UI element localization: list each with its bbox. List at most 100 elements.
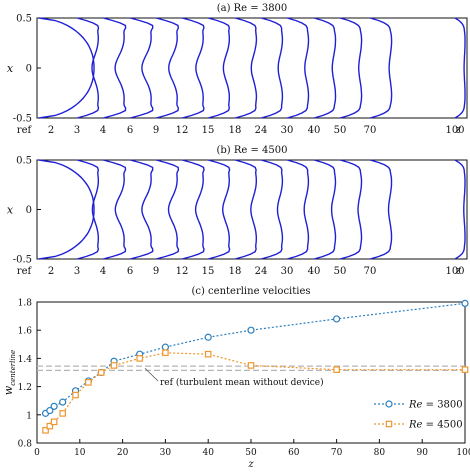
velocity-profile-18 [260, 17, 284, 119]
x-tick-label: 80 [374, 448, 386, 458]
data-point [85, 379, 92, 386]
velocity-profile-15 [234, 17, 258, 119]
velocity-profile-2 [76, 17, 100, 119]
station-label: 4 [100, 125, 106, 136]
y-tick-label: 0.5 [16, 156, 32, 167]
y-tick-label: 1 [26, 411, 32, 421]
velocity-profile-24 [286, 17, 310, 119]
plot-frame [36, 159, 468, 260]
legend-label-italic: Re [408, 400, 423, 411]
series-line-2 [45, 352, 465, 431]
data-point [161, 343, 169, 351]
y-tick-label: 1.6 [18, 327, 33, 337]
data-point [46, 406, 54, 415]
x-axis-symbol: z [454, 264, 461, 277]
annotation-text: ref (turbulent mean without device) [160, 377, 324, 388]
station-label: 40 [308, 125, 321, 136]
data-point [50, 418, 58, 426]
data-point [46, 422, 54, 430]
data-point [247, 326, 255, 334]
station-label: 9 [153, 125, 159, 136]
velocity-profile-30 [313, 17, 337, 119]
station-label: 50 [334, 125, 347, 136]
velocity-profile-9 [181, 159, 205, 260]
station-label: ref [17, 125, 33, 136]
y-tick-label: 0.5 [16, 14, 32, 25]
y-axis-label: x [7, 204, 14, 217]
station-label: ref [17, 266, 33, 277]
data-point [333, 366, 340, 373]
velocity-profile-30 [313, 159, 337, 260]
station-label: 6 [127, 266, 133, 277]
data-point [204, 350, 212, 358]
velocity-profile-4 [130, 159, 154, 260]
data-point [42, 427, 49, 434]
data-point [461, 366, 469, 373]
x-axis-label: z [247, 459, 254, 470]
data-point [136, 355, 144, 362]
station-label: 30 [281, 266, 294, 277]
velocity-profile-6 [156, 17, 180, 119]
velocity-profile-50 [369, 17, 393, 119]
y-tick-label: 1.2 [18, 383, 32, 393]
velocity-profile-70 [454, 159, 466, 260]
data-point [333, 315, 341, 323]
x-tick-label: 70 [331, 448, 343, 458]
velocity-profile-12 [207, 17, 231, 119]
data-point [72, 391, 79, 399]
velocity-profile-15 [234, 159, 257, 260]
station-label: 70 [364, 266, 377, 277]
data-point [247, 362, 255, 369]
y-axis-label: wcenterline [2, 350, 17, 395]
station-label: 50 [334, 266, 347, 277]
station-label: 12 [176, 266, 189, 277]
station-label: 3 [74, 125, 80, 136]
data-point [110, 362, 118, 369]
y-tick-label: -0.5 [13, 114, 32, 125]
annotation-leader [144, 367, 159, 382]
velocity-profile-24 [286, 159, 310, 260]
data-point [162, 349, 169, 357]
x-tick-label: 50 [245, 448, 257, 458]
y-tick-label: 1.4 [18, 355, 33, 365]
velocity-profile-70 [454, 17, 466, 119]
legend-label-rest: = 3800 [422, 400, 462, 411]
y-tick-label: 1.8 [18, 299, 33, 309]
station-label: 4 [100, 266, 106, 277]
velocity-profile-18 [260, 159, 284, 260]
velocity-profile-9 [181, 17, 205, 119]
x-tick-label: 100 [456, 448, 470, 458]
station-label: 100 [445, 125, 464, 136]
data-point [97, 369, 105, 376]
velocity-profile-6 [156, 159, 180, 260]
y-tick-label: 0 [26, 205, 32, 216]
station-label: 6 [127, 125, 133, 136]
legend-marker-2 [385, 420, 393, 428]
velocity-profile-40 [339, 17, 363, 119]
station-label: 40 [308, 266, 321, 277]
series-line-1 [45, 302, 466, 414]
y-tick-label: -0.5 [13, 255, 32, 266]
legend-label-1: Re = 3800 [408, 400, 463, 411]
station-label: 15 [202, 125, 215, 136]
x-tick-label: 90 [416, 448, 428, 458]
velocity-profile-ref [38, 17, 95, 119]
velocity-profile-3 [103, 159, 127, 260]
velocity-profile-4 [130, 17, 154, 119]
station-label: 18 [229, 125, 242, 136]
velocity-profile-40 [339, 159, 363, 260]
data-point [59, 398, 67, 406]
legend-label-2: Re = 4500 [408, 420, 463, 431]
station-label: 2 [48, 266, 54, 277]
panel-title: (c) centerline velocities [191, 286, 310, 297]
y-axis-label-main: w [2, 385, 15, 395]
panel-title: (b) Re = 4500 [216, 145, 287, 156]
x-axis-symbol: z [454, 123, 461, 136]
station-label: 24 [255, 125, 268, 136]
station-label: 100 [445, 266, 464, 277]
station-label: 9 [153, 266, 159, 277]
velocity-profile-50 [369, 159, 393, 260]
station-label: 12 [176, 125, 189, 136]
x-tick-label: 40 [202, 448, 214, 458]
